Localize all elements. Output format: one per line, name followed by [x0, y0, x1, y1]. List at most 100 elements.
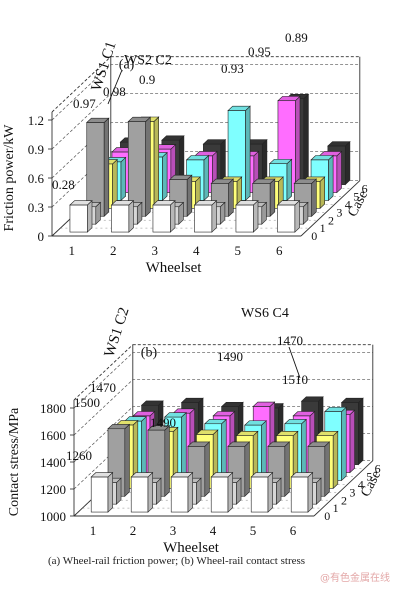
bar-side [203, 154, 209, 202]
annotation-value: 1510 [282, 372, 308, 387]
case-tick-label: 0 [324, 509, 330, 523]
bar-side [319, 176, 326, 210]
case-tick-label: 2 [328, 213, 334, 227]
bar-top [290, 472, 314, 478]
bar-side [301, 418, 307, 482]
x-tick-label: 2 [110, 243, 117, 258]
bar-side [311, 178, 317, 217]
case-tick-label: 5 [366, 470, 372, 484]
bar-side [128, 199, 134, 233]
bar-side [204, 441, 210, 497]
bar-side [162, 151, 168, 202]
bar-case0-wheelset3 [170, 476, 189, 513]
x-tick-label: 2 [130, 523, 137, 538]
bar-case0-wheelset1 [69, 204, 88, 233]
bar-top [168, 174, 193, 180]
case-tick-label: 3 [349, 485, 355, 499]
annotation-value: 0.93 [221, 61, 244, 76]
bar-top [210, 472, 234, 478]
panel-label: (a) [119, 58, 135, 73]
bar-side [294, 199, 300, 233]
y-axis-title: Contact stress/MPa [7, 407, 22, 516]
bar-side [227, 471, 233, 513]
bar-top [110, 200, 135, 206]
case-tick-label: 6 [362, 182, 368, 196]
annotation-value: 0.98 [103, 84, 126, 99]
bar-side [147, 471, 153, 513]
y-tick-label: 1600 [40, 428, 66, 443]
annotation-leader [107, 69, 123, 105]
bar-side [324, 441, 330, 497]
annotation-ws6-c4: WS6 C4 [241, 306, 289, 321]
bar-side [261, 420, 267, 482]
bar-side [87, 199, 93, 233]
bar-side [170, 199, 176, 233]
bar-top [327, 141, 351, 147]
bar-side [211, 199, 217, 233]
bar-side [267, 471, 273, 513]
x-axis-title: Wheelset [146, 260, 203, 276]
case-tick-label: 0 [311, 229, 317, 243]
bar-top [244, 420, 267, 426]
bar-top [284, 419, 307, 425]
bar-side [186, 174, 193, 217]
y-tick-label: 1.2 [28, 113, 44, 128]
bar-top [315, 431, 339, 437]
case-tick-label: 4 [345, 197, 351, 211]
bar-top [220, 401, 244, 407]
bar-side [244, 441, 250, 497]
y-axis-title: Friction power/kW [2, 124, 17, 232]
bar-top [170, 472, 194, 478]
y-tick-label: 0.6 [28, 171, 45, 186]
bar-top [212, 411, 236, 417]
bar-top [210, 178, 235, 184]
annotation-value: 1260 [66, 448, 92, 463]
y-tick-label: 0.9 [28, 142, 44, 157]
annotation-ws1-c2: WS1 C2 [102, 306, 133, 360]
bar-top [307, 441, 331, 447]
bar-top [340, 397, 364, 403]
bar-side [245, 105, 251, 202]
bar-side [164, 425, 170, 497]
case-tick-label: 5 [353, 190, 359, 204]
bar-side [153, 116, 159, 210]
bar-side [253, 199, 259, 233]
x-tick-label: 4 [193, 243, 200, 258]
bar-top [276, 200, 301, 206]
bar-top [324, 406, 347, 412]
x-tick-label: 1 [90, 523, 97, 538]
annotation-value: 1500 [74, 395, 100, 410]
bar-top [90, 472, 114, 478]
bar-side [286, 158, 292, 202]
annotation-value: 1470 [90, 380, 116, 395]
annotation-value: 0.89 [285, 30, 308, 45]
bar-top [277, 96, 301, 102]
bar-top [69, 200, 93, 206]
bar-side [187, 471, 193, 513]
bar-case0-wheelset2 [130, 476, 149, 513]
bar-side [328, 154, 334, 202]
axis-frame [313, 460, 374, 517]
y-tick-label: 1800 [40, 401, 66, 416]
bar-side [358, 397, 364, 466]
bar-side [284, 441, 290, 497]
bar-top [293, 178, 318, 184]
annotation-ws2-c2: WS2 C2 [124, 53, 172, 68]
bar-side [344, 140, 351, 186]
bar-side [349, 409, 355, 474]
annotation-value: 0.95 [248, 44, 271, 59]
watermark: @有色金属在线 [320, 573, 390, 584]
bar-side [221, 418, 227, 482]
case-tick-label: 2 [341, 493, 347, 507]
bar-side [303, 93, 309, 186]
bar-top [202, 139, 227, 145]
axis-frame [73, 344, 134, 401]
bar-top [185, 155, 210, 161]
x-tick-label: 5 [250, 523, 257, 538]
x-tick-label: 3 [170, 523, 177, 538]
bar-top [132, 411, 156, 417]
bar-top [195, 429, 219, 435]
bar-case0-wheelset5 [235, 204, 254, 233]
bar-top [252, 401, 276, 407]
